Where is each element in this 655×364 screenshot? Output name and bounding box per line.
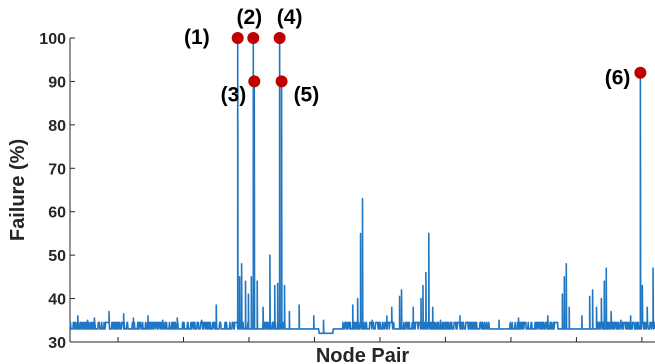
y-axis-label: Failure (%)	[7, 139, 29, 241]
highlight-label: (6)	[605, 67, 631, 90]
y-tick-label: 50	[48, 248, 66, 265]
y-tick-label: 100	[39, 31, 66, 48]
failure-line	[69, 37, 655, 335]
axes: 30 40 50 60 70 80 90 100	[39, 31, 655, 352]
highlight-marker	[634, 66, 647, 79]
highlight-marker	[231, 32, 244, 44]
highlight-label: (4)	[277, 6, 303, 29]
y-tick-label: 90	[48, 74, 66, 91]
highlight-label: (1)	[184, 26, 210, 49]
highlight-marker	[273, 32, 286, 44]
highlight-marker	[275, 75, 288, 88]
highlight-marker	[248, 75, 261, 88]
highlight-label: (5)	[294, 83, 320, 106]
y-tick-label: 60	[48, 205, 66, 222]
y-tick-label: 30	[48, 335, 66, 352]
x-axis-label: Node Pair	[316, 345, 410, 364]
y-tick-label: 40	[48, 292, 66, 309]
y-tick-label: 70	[48, 161, 66, 178]
series-failure	[69, 37, 655, 335]
highlight-label: (2)	[236, 6, 262, 29]
highlight-label: (3)	[221, 83, 247, 106]
highlighted-points: (1) (2) (3) (4) (5) (6)	[184, 6, 647, 106]
highlight-marker	[247, 32, 260, 44]
y-tick-label: 80	[48, 118, 66, 135]
